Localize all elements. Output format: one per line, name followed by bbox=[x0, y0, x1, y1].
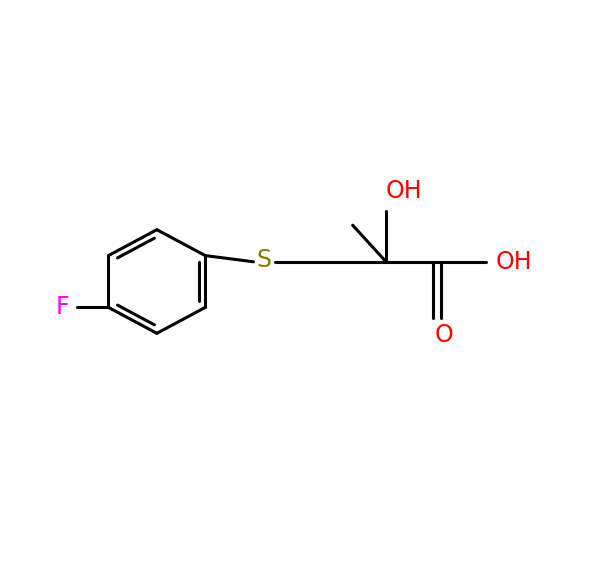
Text: OH: OH bbox=[496, 250, 532, 274]
Text: S: S bbox=[257, 248, 272, 272]
Text: F: F bbox=[56, 296, 69, 319]
Text: O: O bbox=[435, 323, 453, 347]
Text: OH: OH bbox=[386, 180, 423, 203]
